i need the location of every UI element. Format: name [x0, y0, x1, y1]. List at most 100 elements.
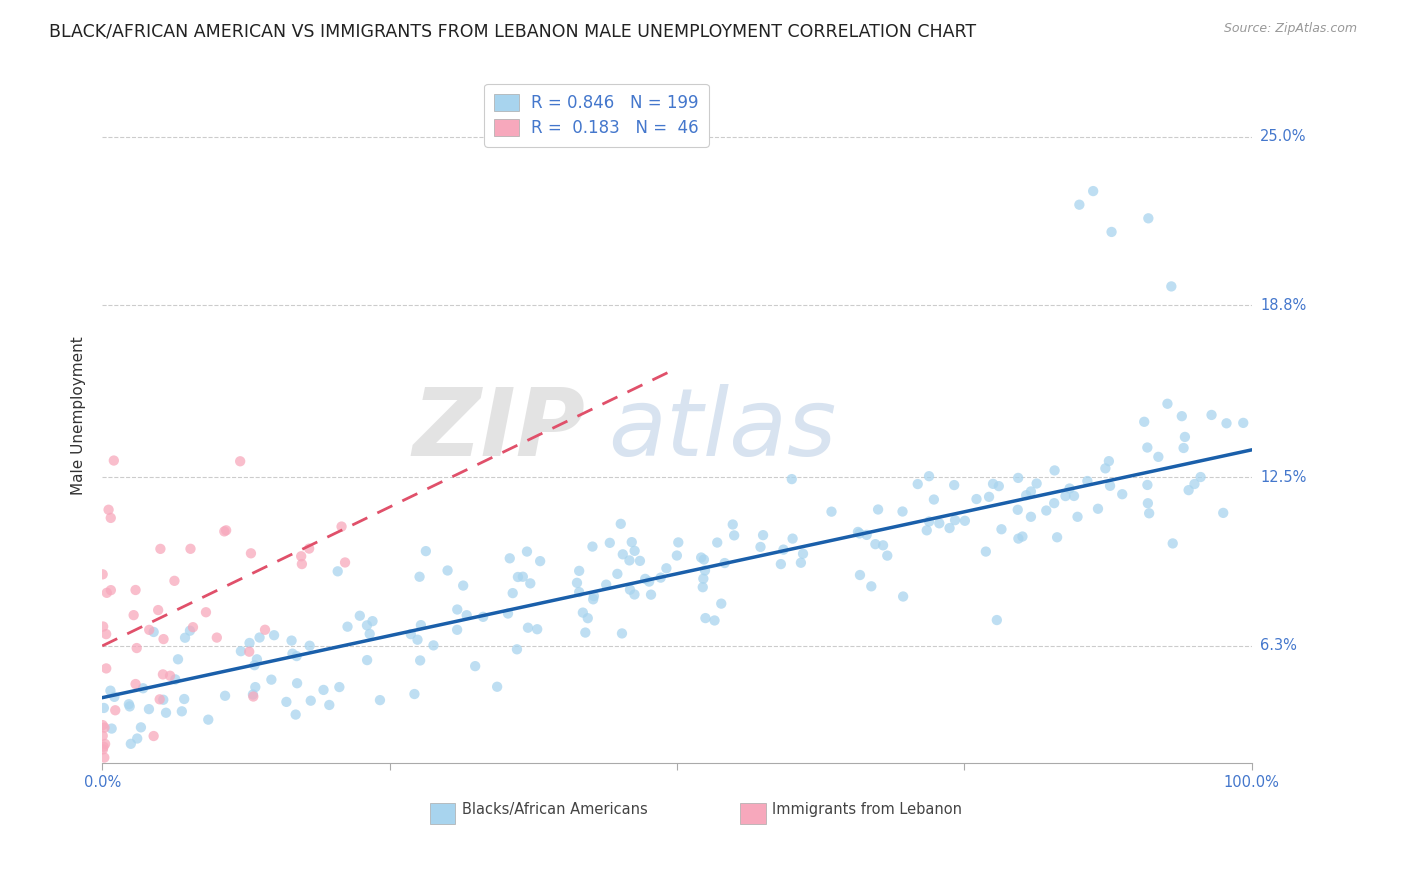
- Point: [260, 673, 283, 687]
- Point: [205, 631, 228, 645]
- Point: [451, 578, 474, 592]
- Point: [868, 502, 890, 516]
- Point: [1161, 536, 1184, 550]
- Point: [907, 477, 929, 491]
- Point: [752, 528, 775, 542]
- Point: [194, 605, 217, 619]
- Point: [404, 687, 426, 701]
- Point: [782, 532, 804, 546]
- Point: [749, 540, 772, 554]
- Point: [655, 561, 678, 575]
- Point: [1101, 225, 1123, 239]
- Point: [336, 620, 359, 634]
- Point: [820, 505, 842, 519]
- Point: [138, 623, 160, 637]
- Point: [876, 549, 898, 563]
- Point: [415, 544, 437, 558]
- Point: [409, 653, 432, 667]
- Point: [486, 680, 509, 694]
- Point: [1054, 489, 1077, 503]
- Point: [943, 478, 966, 492]
- Point: [238, 645, 260, 659]
- Point: [253, 623, 276, 637]
- Point: [229, 454, 252, 468]
- Point: [1069, 197, 1091, 211]
- Point: [96, 627, 118, 641]
- Point: [1081, 184, 1104, 198]
- Point: [285, 649, 308, 664]
- Point: [285, 676, 308, 690]
- Point: [922, 492, 945, 507]
- Point: [1076, 474, 1098, 488]
- Point: [368, 693, 391, 707]
- Point: [97, 502, 120, 516]
- Point: [284, 707, 307, 722]
- Point: [299, 694, 322, 708]
- Point: [245, 680, 267, 694]
- Point: [665, 549, 688, 563]
- Point: [179, 541, 201, 556]
- Point: [138, 702, 160, 716]
- Point: [529, 554, 551, 568]
- Point: [142, 729, 165, 743]
- Point: [328, 680, 350, 694]
- Point: [124, 677, 146, 691]
- Point: [981, 476, 1004, 491]
- Point: [100, 683, 122, 698]
- Point: [291, 557, 314, 571]
- Point: [918, 515, 941, 529]
- Text: 25.0%: 25.0%: [1260, 129, 1306, 145]
- Point: [1059, 482, 1081, 496]
- Point: [938, 521, 960, 535]
- Point: [96, 586, 118, 600]
- Point: [1019, 484, 1042, 499]
- Point: [91, 729, 114, 743]
- Point: [118, 699, 141, 714]
- Point: [312, 682, 335, 697]
- Point: [650, 571, 672, 585]
- Point: [574, 625, 596, 640]
- Point: [769, 557, 792, 571]
- Point: [666, 535, 689, 549]
- Point: [159, 669, 181, 683]
- Point: [628, 554, 651, 568]
- Point: [506, 570, 529, 584]
- Point: [399, 627, 422, 641]
- Point: [692, 580, 714, 594]
- Point: [1066, 509, 1088, 524]
- Text: BLACK/AFRICAN AMERICAN VS IMMIGRANTS FROM LEBANON MALE UNEMPLOYMENT CORRELATION : BLACK/AFRICAN AMERICAN VS IMMIGRANTS FRO…: [49, 22, 976, 40]
- Point: [464, 659, 486, 673]
- Point: [1232, 416, 1254, 430]
- Point: [246, 652, 269, 666]
- FancyBboxPatch shape: [740, 804, 765, 824]
- Point: [640, 588, 662, 602]
- Point: [1136, 478, 1159, 492]
- Point: [103, 690, 125, 704]
- Point: [502, 586, 524, 600]
- Point: [446, 602, 468, 616]
- Point: [149, 541, 172, 556]
- Point: [167, 652, 190, 666]
- Point: [127, 731, 149, 746]
- Point: [512, 570, 534, 584]
- Point: [1007, 532, 1029, 546]
- Point: [349, 608, 371, 623]
- Point: [333, 556, 356, 570]
- Point: [499, 551, 522, 566]
- Point: [173, 692, 195, 706]
- Point: [214, 689, 236, 703]
- Point: [174, 631, 197, 645]
- Point: [456, 608, 478, 623]
- Point: [120, 737, 142, 751]
- Point: [693, 564, 716, 578]
- Point: [634, 572, 657, 586]
- Point: [318, 698, 340, 712]
- Point: [326, 565, 349, 579]
- Point: [582, 589, 605, 603]
- Point: [693, 552, 716, 566]
- Point: [526, 622, 548, 636]
- Point: [170, 704, 193, 718]
- Point: [516, 544, 538, 558]
- Point: [197, 713, 219, 727]
- Point: [1007, 471, 1029, 485]
